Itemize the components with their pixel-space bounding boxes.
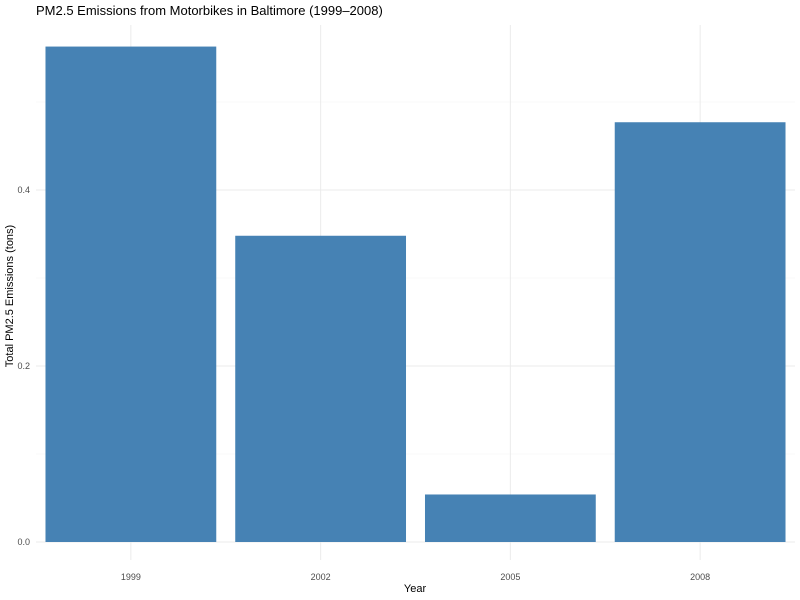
- x-tick-label: 1999: [121, 572, 141, 582]
- bars: [45, 46, 786, 543]
- x-tick-label: 2005: [500, 572, 520, 582]
- x-axis-ticks: 1999 2002 2005 2008: [121, 572, 710, 582]
- bar-2008: [614, 122, 786, 543]
- y-tick-label: 0.4: [17, 185, 30, 195]
- x-tick-label: 2008: [690, 572, 710, 582]
- bar-1999: [45, 46, 217, 543]
- x-tick-label: 2002: [311, 572, 331, 582]
- bar-2005: [424, 494, 596, 542]
- x-axis-title: Year: [404, 583, 427, 595]
- chart-title: PM2.5 Emissions from Motorbikes in Balti…: [36, 3, 383, 18]
- y-axis-ticks: 0.0 0.2 0.4: [17, 185, 30, 547]
- y-tick-label: 0.2: [17, 361, 30, 371]
- y-tick-label: 0.0: [17, 537, 30, 547]
- bar-2002: [235, 235, 407, 542]
- y-axis-title: Total PM2.5 Emissions (tons): [4, 225, 16, 367]
